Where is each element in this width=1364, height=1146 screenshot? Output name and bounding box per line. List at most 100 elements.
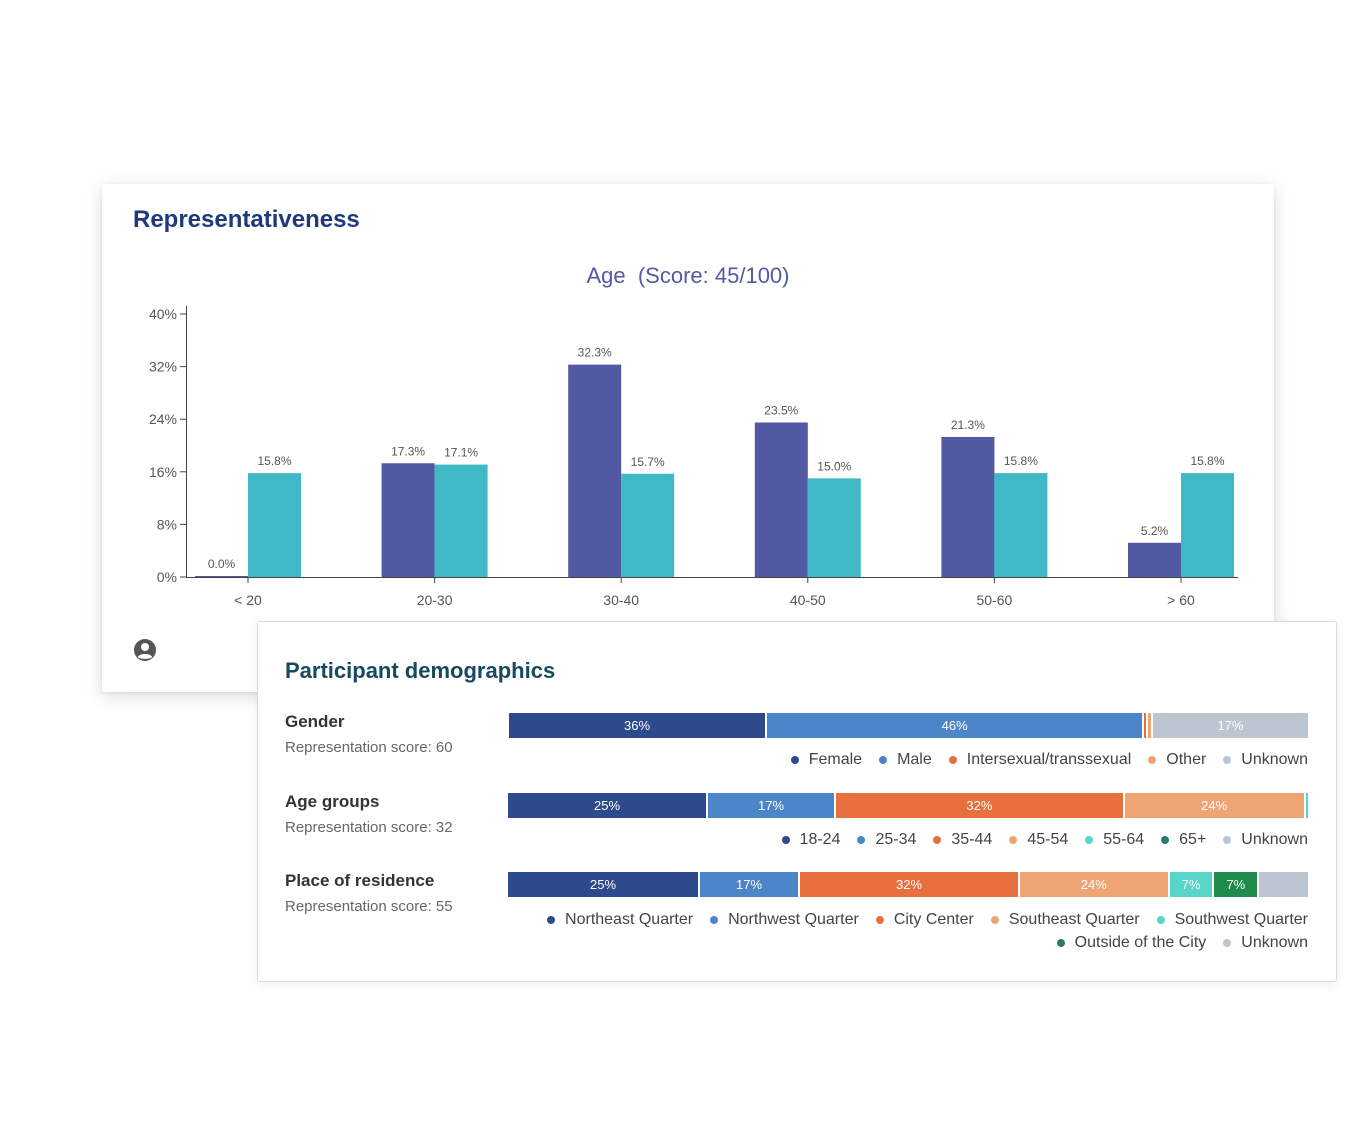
data-label: 0.0% bbox=[208, 557, 236, 571]
y-tick-label: 8% bbox=[157, 516, 177, 532]
y-tick-label: 40% bbox=[149, 306, 177, 322]
residence-title: Place of residence bbox=[285, 871, 435, 890]
legend-dot-icon bbox=[1009, 836, 1018, 844]
gender-legend: Female Male Intersexual/transsexual Other Un… bbox=[774, 751, 1308, 769]
bar-series2-5 bbox=[1181, 473, 1234, 577]
legend-dot-icon bbox=[857, 836, 866, 844]
y-tick-label: 24% bbox=[149, 411, 177, 427]
data-label: 17.1% bbox=[444, 446, 478, 460]
bar-series1-4 bbox=[941, 436, 995, 577]
bar-series1-1 bbox=[381, 463, 435, 577]
residence-stacked-bar: 25% 17% 32% 24% 7% 7% bbox=[508, 872, 1308, 897]
bar-series1-0 bbox=[195, 576, 248, 577]
data-label: 5.2% bbox=[1141, 524, 1169, 538]
age-groups-legend: 18-24 25-34 35-44 45-54 55-64 65+ Unknown bbox=[765, 831, 1308, 849]
y-tick-label: 0% bbox=[157, 569, 177, 585]
data-label: 15.8% bbox=[1004, 454, 1038, 468]
data-label: 15.7% bbox=[631, 455, 665, 469]
bar-segment: 36% bbox=[509, 713, 768, 738]
legend-label: 35-44 bbox=[951, 831, 993, 848]
gender-score: Representation score: 60 bbox=[285, 739, 453, 756]
legend-item: Outside of the City bbox=[1056, 934, 1207, 952]
legend-label: Unknown bbox=[1241, 934, 1308, 951]
bar-series1-2 bbox=[568, 364, 622, 577]
legend-dot-icon bbox=[1156, 916, 1165, 924]
bar-segment: 32% bbox=[836, 793, 1125, 818]
bar-segment: 46% bbox=[767, 713, 1145, 738]
bar-segment: 17% bbox=[708, 793, 836, 818]
legend-item: Unknown bbox=[1223, 831, 1308, 849]
card-title: Participant demographics bbox=[285, 658, 556, 683]
data-label: 32.3% bbox=[578, 346, 612, 360]
bar-segment: 25% bbox=[508, 793, 708, 818]
data-label: 15.8% bbox=[1190, 454, 1224, 468]
residence-legend: Northeast Quarter Northwest Quarter City C… bbox=[488, 911, 1308, 952]
bar-segment bbox=[1305, 793, 1308, 818]
x-tick-label: 50-60 bbox=[976, 592, 1012, 608]
legend-item: 45-54 bbox=[1009, 831, 1068, 849]
legend-item: Male bbox=[879, 751, 932, 769]
legend-dot-icon bbox=[879, 756, 888, 764]
legend-label: Northeast Quarter bbox=[565, 911, 694, 928]
x-tick-label: > 60 bbox=[1167, 592, 1195, 608]
legend-item: Unknown bbox=[1223, 751, 1308, 769]
legend-item: 35-44 bbox=[933, 831, 992, 849]
legend-dot-icon bbox=[547, 916, 556, 924]
bar-segment: 24% bbox=[1020, 872, 1170, 897]
bar-segment: 32% bbox=[800, 872, 1020, 897]
x-tick-label: 30-40 bbox=[603, 592, 639, 608]
legend-dot-icon bbox=[790, 756, 799, 764]
age-groups-stacked-bar: 25% 17% 32% 24% bbox=[508, 793, 1308, 818]
bar-segment: 7% bbox=[1214, 872, 1260, 897]
x-tick-label: < 20 bbox=[234, 592, 262, 608]
legend-item: Unknown bbox=[1223, 934, 1308, 952]
legend-label: Unknown bbox=[1241, 831, 1308, 848]
residence-score: Representation score: 55 bbox=[285, 898, 453, 915]
legend-dot-icon bbox=[781, 836, 790, 844]
x-tick-label: 20-30 bbox=[417, 592, 453, 608]
data-label: 23.5% bbox=[764, 403, 798, 417]
legend-dot-icon bbox=[1223, 756, 1232, 764]
user-icon[interactable] bbox=[133, 638, 157, 662]
legend-label: Female bbox=[808, 751, 863, 768]
legend-item: Southwest Quarter bbox=[1156, 911, 1308, 929]
legend-dot-icon bbox=[1223, 939, 1232, 947]
bar-series1-3 bbox=[754, 422, 808, 577]
legend-dot-icon bbox=[990, 916, 999, 924]
legend-item: 18-24 bbox=[781, 831, 840, 849]
legend-item: 65+ bbox=[1161, 831, 1206, 849]
data-label: 15.0% bbox=[817, 459, 851, 473]
bar-segment bbox=[1259, 872, 1308, 897]
legend-label: Northwest Quarter bbox=[728, 911, 859, 928]
legend-label: Southeast Quarter bbox=[1008, 911, 1140, 928]
x-tick-label: 40-50 bbox=[790, 592, 826, 608]
legend-dot-icon bbox=[948, 756, 957, 764]
legend-label: 45-54 bbox=[1027, 831, 1069, 848]
legend-item: Female bbox=[790, 751, 863, 769]
bar-segment bbox=[1148, 713, 1153, 738]
bar-segment: 24% bbox=[1124, 793, 1306, 818]
legend-item: Northwest Quarter bbox=[710, 911, 859, 929]
bar-segment: 17% bbox=[700, 872, 800, 897]
legend-label: Intersexual/transsexual bbox=[966, 751, 1132, 768]
data-label: 15.8% bbox=[257, 454, 291, 468]
data-label: 17.3% bbox=[391, 444, 425, 458]
bar-series2-3 bbox=[807, 478, 861, 577]
bar-series2-1 bbox=[434, 464, 488, 577]
data-label: 21.3% bbox=[951, 418, 985, 432]
legend-item: 55-64 bbox=[1085, 831, 1144, 849]
bar-segment: 25% bbox=[508, 872, 700, 897]
bar-segment: 17% bbox=[1152, 713, 1308, 738]
y-tick-label: 16% bbox=[149, 464, 177, 480]
bar-segment bbox=[1144, 713, 1149, 738]
bar-series1-5 bbox=[1128, 542, 1181, 577]
gender-title: Gender bbox=[285, 712, 345, 731]
age-groups-score: Representation score: 32 bbox=[285, 819, 453, 836]
legend-dot-icon bbox=[933, 836, 942, 844]
legend-dot-icon bbox=[710, 916, 719, 924]
legend-label: Male bbox=[897, 751, 932, 768]
legend-label: Outside of the City bbox=[1074, 934, 1207, 951]
card-title: Representativeness bbox=[133, 206, 360, 233]
legend-dot-icon bbox=[1148, 756, 1157, 764]
legend-dot-icon bbox=[1085, 836, 1094, 844]
